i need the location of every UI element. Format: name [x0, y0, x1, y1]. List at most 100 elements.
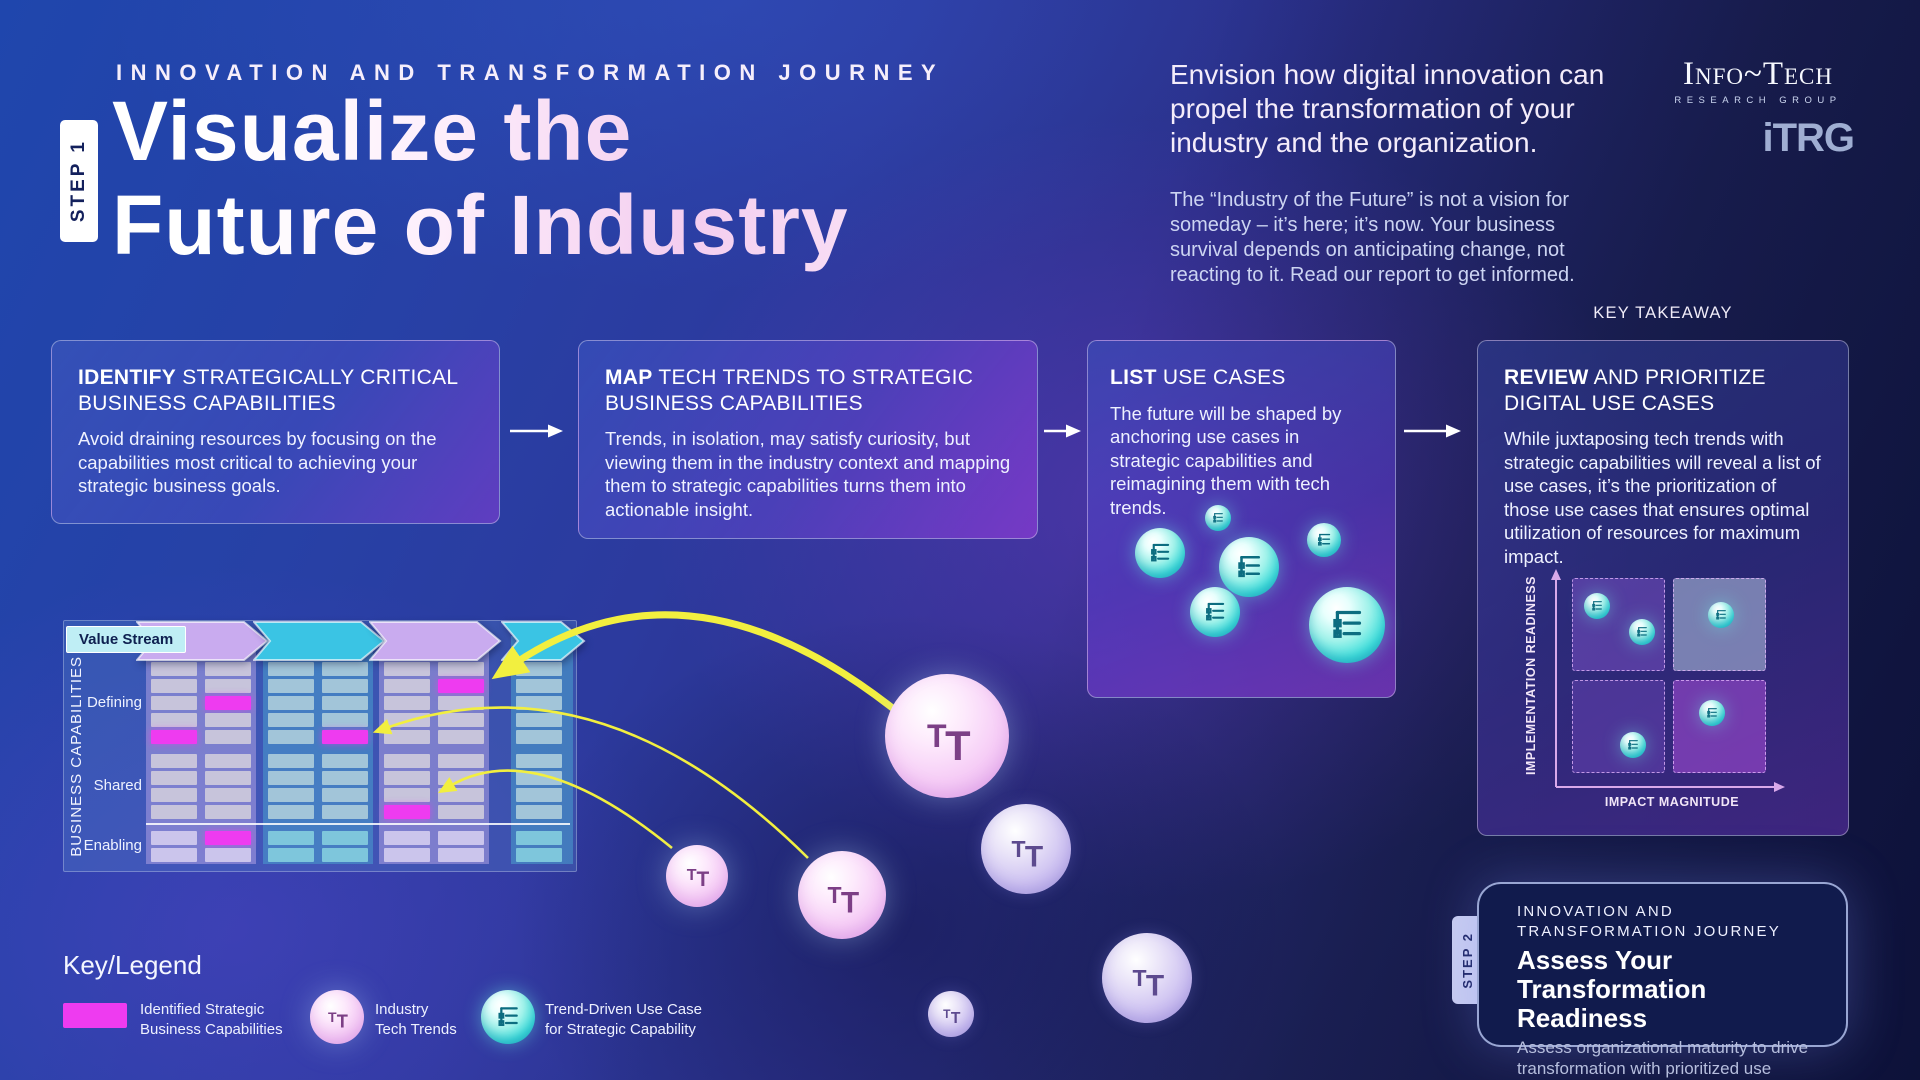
capability-cell — [438, 662, 484, 676]
step-card-map: MAP TECH TRENDS TO STRATEGIC BUSINESS CA… — [578, 340, 1038, 539]
capability-cell — [384, 662, 430, 676]
use-case-bubble — [1219, 537, 1279, 597]
intro-body: The “Industry of the Future” is not a vi… — [1170, 189, 1575, 286]
use-case-bubble — [1307, 523, 1341, 557]
page-title: Visualize the Future of Industry — [112, 84, 849, 272]
card-heading: REVIEW AND PRIORITIZE DIGITAL USE CASES — [1504, 365, 1822, 416]
capability-cell — [322, 679, 368, 693]
legend-title: Key/Legend — [63, 950, 202, 980]
step-2-label: STEP 2 — [1459, 931, 1475, 989]
capability-cell — [205, 848, 251, 862]
capability-cell — [384, 679, 430, 693]
capability-cell — [438, 831, 484, 845]
capability-cell — [322, 848, 368, 862]
card-body: Avoid draining resources by focusing on … — [78, 428, 437, 497]
journey-eyebrow: INNOVATION AND TRANSFORMATION JOURNEY — [116, 60, 945, 85]
capability-cell — [151, 754, 197, 768]
capability-cell — [205, 730, 251, 744]
capability-cell — [322, 831, 368, 845]
key-takeaway-label: KEY TAKEAWAY — [1593, 304, 1733, 322]
use-case-bubble — [1629, 619, 1655, 645]
capability-cell — [322, 788, 368, 802]
next-step-title: Assess Your Transformation Readiness — [1517, 945, 1707, 1034]
value-stream-label: Value Stream — [66, 626, 187, 653]
capability-cell — [205, 662, 251, 676]
use-case-bubble — [1620, 732, 1646, 758]
capability-cell — [322, 713, 368, 727]
use-case-bubble — [1205, 505, 1231, 531]
capability-cell — [438, 848, 484, 862]
use-case-list-icon — [1628, 740, 1638, 750]
use-case-bubble — [1584, 593, 1610, 619]
card-body: While juxtaposing tech trends with strat… — [1504, 428, 1821, 567]
capability-cell — [438, 713, 484, 727]
capability-cell — [322, 771, 368, 785]
page-title-line2: Future of Industry — [112, 178, 849, 273]
use-case-list-icon — [1318, 533, 1331, 546]
capability-cell — [384, 754, 430, 768]
capability-cell — [151, 805, 197, 819]
use-case-bubble — [1190, 587, 1240, 637]
capability-cell — [516, 713, 562, 727]
use-case-bubble — [1135, 528, 1185, 578]
use-case-bubble — [1708, 602, 1734, 628]
highlighted-capability-cell — [205, 831, 251, 845]
capability-cell — [438, 805, 484, 819]
step-1-label: STEP 1 — [68, 139, 89, 223]
infotech-logo-subtitle: RESEARCH GROUP — [1674, 95, 1842, 106]
card-keyword: IDENTIFY — [78, 366, 177, 389]
matrix-y-axis-label: IMPLEMENTATION READINESS — [1524, 576, 1538, 776]
capability-cell — [205, 805, 251, 819]
capability-cell — [516, 805, 562, 819]
infotech-logo-name: Info~Tech — [1682, 56, 1833, 92]
card-body: Trends, in isolation, may satisfy curios… — [605, 428, 1011, 520]
matrix-quadrant-bottom-left — [1572, 680, 1665, 773]
capability-cell — [268, 696, 314, 710]
use-case-list-icon — [1333, 610, 1362, 638]
capability-cell — [268, 771, 314, 785]
capability-cell — [438, 754, 484, 768]
capability-cell — [438, 730, 484, 744]
value-stream-arrow — [253, 621, 386, 661]
card-keyword: MAP — [605, 366, 653, 389]
capability-cell — [384, 788, 430, 802]
capability-cell — [205, 754, 251, 768]
capability-cell — [205, 788, 251, 802]
capability-cell — [268, 662, 314, 676]
card-heading-rest: USE CASES — [1156, 366, 1286, 389]
use-case-list-icon — [1707, 708, 1717, 718]
highlighted-capability-cell — [322, 730, 368, 744]
capability-cell — [516, 788, 562, 802]
capability-cell — [516, 771, 562, 785]
capability-cell — [322, 662, 368, 676]
capability-cell — [438, 788, 484, 802]
capability-cell — [268, 805, 314, 819]
card-heading-rest: TECH TRENDS TO STRATEGIC BUSINESS CAPABI… — [605, 366, 974, 415]
highlighted-capability-cell — [384, 805, 430, 819]
next-step-card[interactable]: INNOVATION AND TRANSFORMATION JOURNEY As… — [1477, 882, 1848, 1080]
use-case-list-icon — [1637, 627, 1647, 637]
capability-cell — [151, 713, 197, 727]
card-heading: MAP TECH TRENDS TO STRATEGIC BUSINESS CA… — [605, 365, 1011, 416]
use-case-list-icon — [1238, 555, 1261, 578]
capability-cell — [151, 696, 197, 710]
capability-cell — [151, 771, 197, 785]
legend-label-tech-trends: Industry Tech Trends — [375, 1001, 457, 1038]
capability-cell — [516, 831, 562, 845]
capability-cell — [268, 713, 314, 727]
capability-cell — [516, 679, 562, 693]
capability-cell — [151, 788, 197, 802]
capability-cell — [322, 696, 368, 710]
capability-cell — [151, 831, 197, 845]
legend-label-use-case: Trend-Driven Use Case for Strategic Capa… — [545, 1001, 702, 1038]
capability-cell — [151, 848, 197, 862]
capability-cell — [151, 679, 197, 693]
matrix-y-axis-label-wrap: IMPLEMENTATION READINESS — [1524, 565, 1538, 787]
highlighted-capability-cell — [151, 730, 197, 744]
